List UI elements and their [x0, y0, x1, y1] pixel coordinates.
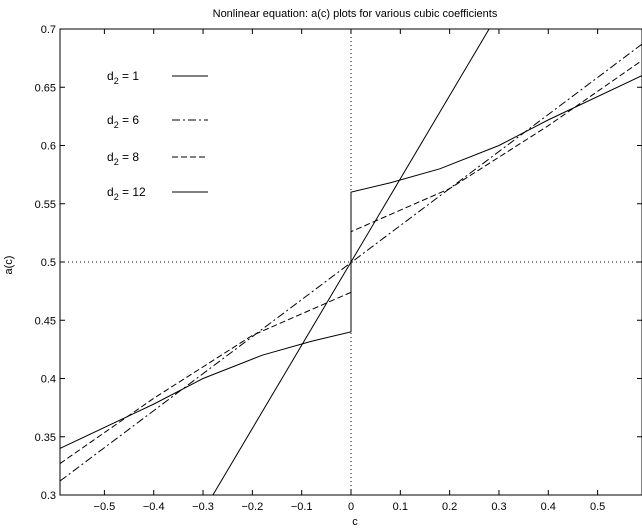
x-tick-label: −0.1	[291, 501, 313, 513]
x-axis-label: c	[352, 516, 358, 528]
y-tick-label: 0.65	[35, 82, 56, 94]
x-tick-label: 0.2	[442, 501, 457, 513]
x-tick-label: 0	[348, 501, 354, 513]
y-tick-label: 0.7	[41, 24, 56, 36]
y-tick-label: 0.35	[35, 432, 56, 444]
y-tick-label: 0.55	[35, 199, 56, 211]
legend: d2 = 1 d2 = 6 d2 = 8 d2 = 12	[107, 69, 208, 202]
legend-label-2: d2 = 6	[107, 113, 139, 130]
series-group	[60, 29, 642, 495]
y-axis-label: a(c)	[3, 256, 15, 275]
y-tick-label: 0.3	[41, 490, 56, 502]
series-line-4	[60, 75, 642, 449]
x-tick-label: 0.5	[590, 501, 605, 513]
x-tick-label: 0.4	[541, 501, 556, 513]
y-tick-label: 0.4	[41, 374, 56, 386]
axes-group: −0.5 −0.4 −0.3 −0.2 −0.1 0 0.1 0.2 0.3 0.4 0.5 0.3 0…	[35, 24, 642, 513]
x-tick-label: −0.5	[94, 501, 116, 513]
x-tick-label: 0.1	[393, 501, 408, 513]
legend-label-4: d2 = 12	[107, 185, 146, 202]
legend-label-3: d2 = 8	[107, 150, 139, 167]
y-tick-label: 0.6	[41, 141, 56, 153]
x-tick-label: −0.3	[192, 501, 214, 513]
y-tick-label: 0.45	[35, 315, 56, 327]
y-tick-label: 0.5	[41, 257, 56, 269]
chart-title: Nonlinear equation: a(c) plots for vario…	[213, 8, 498, 20]
legend-label-1: d2 = 1	[107, 69, 139, 86]
x-tick-label: −0.2	[241, 501, 263, 513]
x-tick-label: −0.4	[143, 501, 165, 513]
x-tick-label: 0.3	[491, 501, 506, 513]
